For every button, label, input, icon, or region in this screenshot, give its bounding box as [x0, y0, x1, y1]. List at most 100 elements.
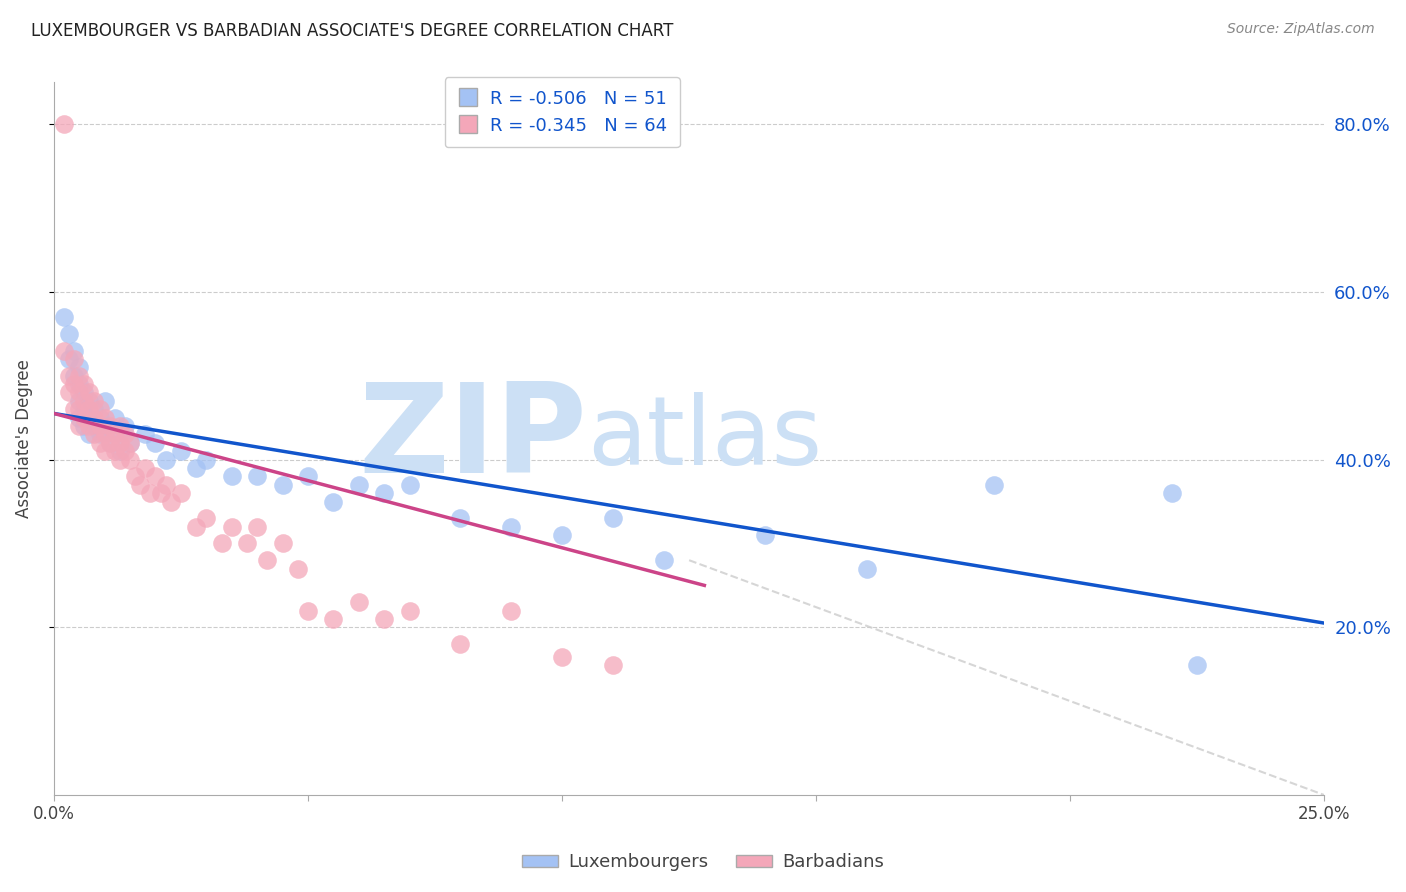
Point [186, 519, 208, 533]
Point [108, 419, 131, 434]
Point [186, 461, 208, 475]
Point [134, 461, 156, 475]
Point [93, 444, 115, 458]
Point [297, 469, 319, 483]
Point [58, 385, 80, 400]
Point [89, 410, 111, 425]
Point [256, 553, 278, 567]
Point [134, 427, 156, 442]
Point [83, 419, 105, 434]
Point [67, 393, 90, 408]
Point [347, 595, 370, 609]
Point [145, 435, 167, 450]
Y-axis label: Associate's Degree: Associate's Degree [15, 359, 32, 518]
Point [73, 419, 96, 434]
Point [139, 486, 162, 500]
Point [983, 477, 1005, 491]
Point [89, 402, 111, 417]
Point [53, 117, 76, 131]
Point [93, 427, 115, 442]
Point [120, 435, 142, 450]
Point [856, 561, 879, 575]
Point [58, 351, 80, 366]
Point [373, 486, 395, 500]
Point [602, 658, 624, 673]
Point [73, 377, 96, 392]
Point [1187, 658, 1209, 673]
Point [501, 519, 523, 533]
Point [145, 469, 167, 483]
Point [83, 427, 105, 442]
Legend: R = -0.506   N = 51, R = -0.345   N = 64: R = -0.506 N = 51, R = -0.345 N = 64 [444, 77, 679, 147]
Point [155, 477, 177, 491]
Point [322, 612, 344, 626]
Point [98, 435, 121, 450]
Point [129, 477, 152, 491]
Point [211, 536, 233, 550]
Point [754, 528, 776, 542]
Point [83, 393, 105, 408]
Point [79, 402, 101, 417]
Point [246, 469, 269, 483]
Point [108, 452, 131, 467]
Point [120, 435, 142, 450]
Point [67, 368, 90, 383]
Point [67, 402, 90, 417]
Point [398, 477, 420, 491]
Point [67, 419, 90, 434]
Point [108, 435, 131, 450]
Point [104, 444, 127, 458]
Point [449, 511, 471, 525]
Point [58, 326, 80, 341]
Point [67, 385, 90, 400]
Point [104, 427, 127, 442]
Point [347, 477, 370, 491]
Point [108, 444, 131, 458]
Point [73, 402, 96, 417]
Point [58, 368, 80, 383]
Point [63, 402, 86, 417]
Point [73, 410, 96, 425]
Point [159, 494, 181, 508]
Point [93, 419, 115, 434]
Point [63, 343, 86, 358]
Point [373, 612, 395, 626]
Point [271, 477, 294, 491]
Point [155, 452, 177, 467]
Point [114, 444, 136, 458]
Point [551, 649, 574, 664]
Point [602, 511, 624, 525]
Point [170, 486, 193, 500]
Point [114, 419, 136, 434]
Point [63, 351, 86, 366]
Point [73, 385, 96, 400]
Point [79, 393, 101, 408]
Point [246, 519, 269, 533]
Point [79, 427, 101, 442]
Point [98, 435, 121, 450]
Text: Source: ZipAtlas.com: Source: ZipAtlas.com [1227, 22, 1375, 37]
Legend: Luxembourgers, Barbadians: Luxembourgers, Barbadians [515, 847, 891, 879]
Point [73, 393, 96, 408]
Point [63, 368, 86, 383]
Point [98, 419, 121, 434]
Point [652, 553, 675, 567]
Point [287, 561, 309, 575]
Point [79, 419, 101, 434]
Point [271, 536, 294, 550]
Point [89, 435, 111, 450]
Point [114, 427, 136, 442]
Point [67, 360, 90, 375]
Point [221, 519, 243, 533]
Point [63, 377, 86, 392]
Text: LUXEMBOURGER VS BARBADIAN ASSOCIATE'S DEGREE CORRELATION CHART: LUXEMBOURGER VS BARBADIAN ASSOCIATE'S DE… [31, 22, 673, 40]
Point [83, 402, 105, 417]
Point [124, 469, 146, 483]
Point [322, 494, 344, 508]
Point [398, 603, 420, 617]
Point [89, 427, 111, 442]
Text: atlas: atlas [588, 392, 823, 485]
Point [195, 511, 218, 525]
Point [170, 444, 193, 458]
Point [93, 410, 115, 425]
